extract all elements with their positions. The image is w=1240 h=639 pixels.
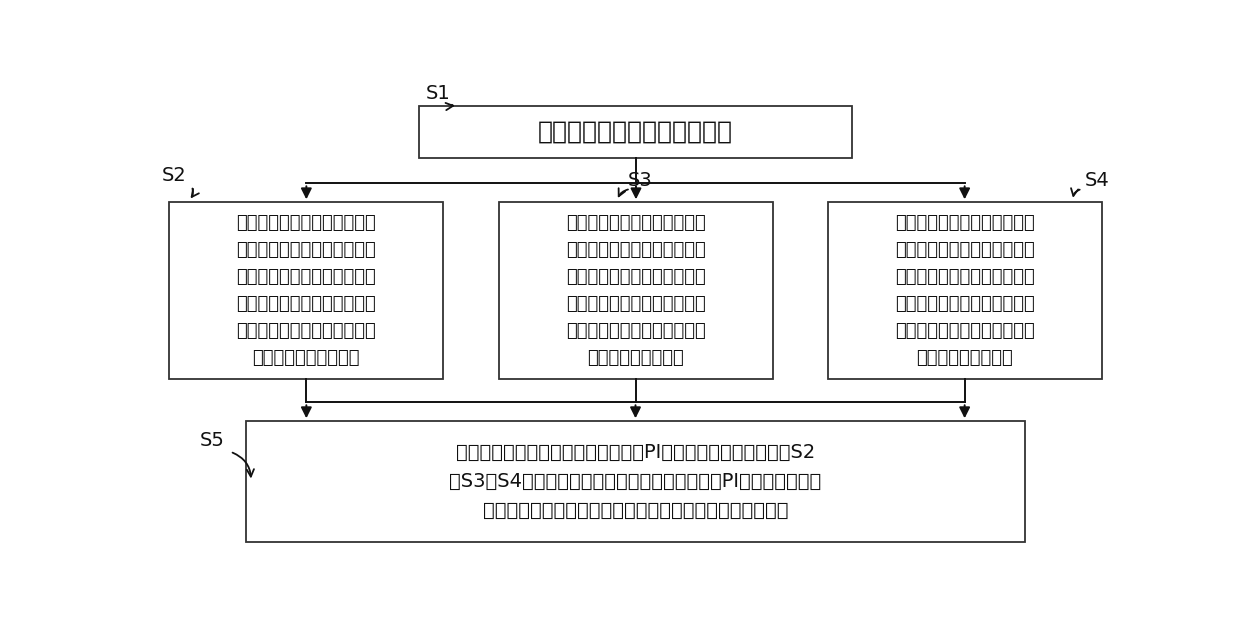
Text: 当无刷直流电机处于低速换相
运行过程中时，采用低速换相
调制方式对无刷直流电机进行
控制，并根据低速换相调制方
式建立三相绕组中非换相绕组
的电压方程数学模型: 当无刷直流电机处于低速换相 运行过程中时，采用低速换相 调制方式对无刷直流电机进… bbox=[567, 214, 706, 367]
FancyArrowPatch shape bbox=[445, 103, 453, 110]
Text: S3: S3 bbox=[627, 171, 652, 190]
Bar bbox=[498, 202, 773, 380]
Text: S1: S1 bbox=[427, 84, 451, 104]
Text: 当无刷直流电机处于非换相运
行过程中时，采用单极调制方
式对无刷直流电机进行控制，
并根据单极调制方式建立无刷
直流电机的三相绕组中导通绕
组的电压方程数学模型: 当无刷直流电机处于非换相运 行过程中时，采用单极调制方 式对无刷直流电机进行控制… bbox=[237, 214, 376, 367]
Text: 根据内模控制原理获得一个比例积分PI控制器，并分别根据步骤S2
、S3和S4中建立的电压方程数学模型，通过一个PI控制器对无刷直
流电机的电流进行闭环控制以抑制: 根据内模控制原理获得一个比例积分PI控制器，并分别根据步骤S2 、S3和S4中建… bbox=[449, 443, 822, 520]
Bar bbox=[828, 202, 1101, 380]
Text: S5: S5 bbox=[200, 431, 226, 450]
Bar bbox=[170, 202, 444, 380]
Text: S2: S2 bbox=[162, 166, 186, 185]
Bar bbox=[419, 106, 852, 158]
FancyArrowPatch shape bbox=[233, 452, 254, 477]
FancyArrowPatch shape bbox=[192, 189, 198, 197]
FancyArrowPatch shape bbox=[1071, 188, 1080, 196]
Text: S4: S4 bbox=[1085, 171, 1109, 190]
Text: 当无刷直流电机处于高速换相
运行过程中时，采用高速换相
调制方式对无刷直流电机进行
控制，并根据高速换相调制方
式建立三相绕组中非换相绕组
的电压方程数学模型: 当无刷直流电机处于高速换相 运行过程中时，采用高速换相 调制方式对无刷直流电机进… bbox=[895, 214, 1034, 367]
Text: 判断无刷直流电机的运行过程: 判断无刷直流电机的运行过程 bbox=[538, 120, 733, 144]
Bar bbox=[247, 421, 1024, 542]
FancyArrowPatch shape bbox=[619, 189, 627, 196]
